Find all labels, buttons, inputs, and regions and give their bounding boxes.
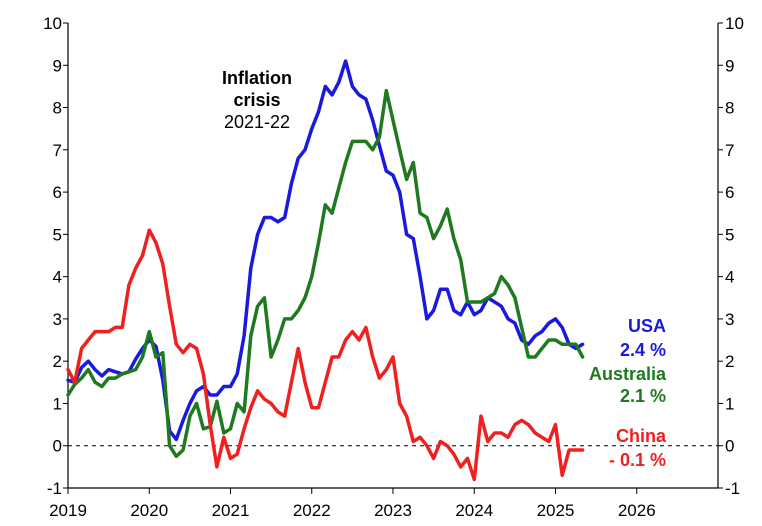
y-tick-label-right: 4 — [725, 268, 734, 287]
series-label-usa: USA 2.4 % — [620, 316, 666, 360]
y-tick-label-left: 3 — [53, 310, 62, 329]
y-tick-label-right: 0 — [725, 437, 734, 456]
y-tick-label-right: -1 — [725, 479, 740, 498]
y-tick-label-left: 2 — [53, 352, 62, 371]
usa-label-value: 2.4 % — [620, 340, 666, 360]
y-tick-label-left: 0 — [53, 437, 62, 456]
series-label-australia: Australia 2.1 % — [589, 364, 667, 406]
y-tick-label-right: 7 — [725, 141, 734, 160]
x-tick-label: 2022 — [293, 501, 331, 520]
y-tick-label-left: 8 — [53, 99, 62, 118]
y-tick-label-right: 2 — [725, 352, 734, 371]
y-tick-label-left: 4 — [53, 268, 62, 287]
y-tick-label-right: 5 — [725, 225, 734, 244]
chart-axes — [67, 23, 719, 489]
x-tick-label: 2026 — [618, 501, 656, 520]
y-tick-label-right: 6 — [725, 183, 734, 202]
y-tick-label-left: 6 — [53, 183, 62, 202]
usa-label-name: USA — [628, 316, 666, 336]
y-tick-label-right: 10 — [725, 14, 744, 33]
australia-label-name: Australia — [589, 364, 667, 384]
series-line-australia — [66, 88, 585, 459]
x-tick-label: 2024 — [455, 501, 493, 520]
y-tick-label-left: 9 — [53, 56, 62, 75]
y-tick-label-right: 8 — [725, 99, 734, 118]
australia-label-value: 2.1 % — [620, 386, 666, 406]
x-tick-label: 2023 — [374, 501, 412, 520]
y-tick-label-left: -1 — [47, 479, 62, 498]
series-lines — [66, 59, 585, 482]
x-tick-label: 2025 — [537, 501, 575, 520]
x-tick-label: 2021 — [212, 501, 250, 520]
annotation-line-3: 2021-22 — [224, 112, 290, 132]
y-tick-label-right: 1 — [725, 394, 734, 413]
china-label-value: - 0.1 % — [609, 450, 666, 470]
y-tick-label-left: 10 — [43, 14, 62, 33]
china-label-name: China — [616, 426, 667, 446]
x-tick-label: 2019 — [49, 501, 87, 520]
x-tick-label: 2020 — [130, 501, 168, 520]
y-tick-label-right: 3 — [725, 310, 734, 329]
y-tick-label-right: 9 — [725, 56, 734, 75]
series-label-china: China - 0.1 % — [609, 426, 667, 470]
annotation-inflation-crisis: Inflation crisis 2021-22 — [222, 68, 292, 132]
annotation-line-1: Inflation — [222, 68, 292, 88]
y-tick-label-left: 7 — [53, 141, 62, 160]
annotation-line-2: crisis — [233, 90, 280, 110]
tick-labels: -1 -1 0 0 1 1 2 2 3 3 4 4 5 5 6 6 7 7 8 8 9 9 10 10 2019 2020 2021… — [43, 14, 744, 520]
series-line-china — [66, 228, 585, 482]
y-tick-label-left: 5 — [53, 225, 62, 244]
y-tick-label-left: 1 — [53, 394, 62, 413]
